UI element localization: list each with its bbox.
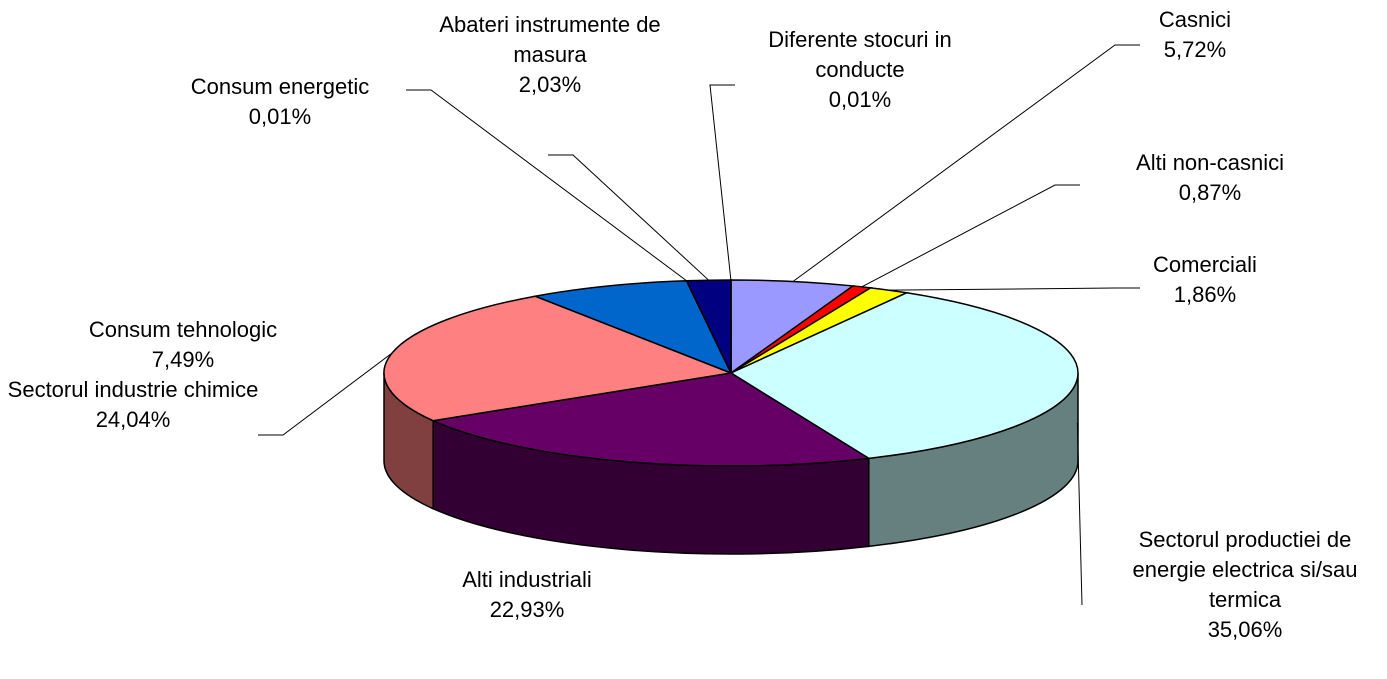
value-label: 24,04% xyxy=(95,407,171,432)
slice-label: Sectorul productiei de energie electrica… xyxy=(1100,525,1387,645)
slice-label: Abateri instrumente de masura 2,03% xyxy=(400,10,700,100)
leader-line xyxy=(861,184,1080,288)
category: Abateri instrumente de masura xyxy=(439,12,661,67)
slice xyxy=(532,280,733,375)
slice xyxy=(729,292,1079,460)
value-label: 5,72% xyxy=(1163,37,1227,62)
category: Comerciali xyxy=(1153,252,1257,277)
category: Alti industriali xyxy=(462,567,592,592)
category: Consum energetic xyxy=(190,74,370,99)
leader-line xyxy=(548,154,710,281)
value-label: 0,87% xyxy=(1178,180,1242,205)
slice xyxy=(430,372,872,467)
value-label: 1,86% xyxy=(1173,282,1237,307)
category: Sectorul productiei de energie electrica… xyxy=(1132,527,1358,612)
slice-label: Comerciali 1,86% xyxy=(1105,250,1305,310)
value-label: 2,03% xyxy=(518,72,582,97)
leader-line xyxy=(258,352,393,436)
category: Casnici xyxy=(1158,7,1232,32)
slice xyxy=(383,295,734,422)
category: Diferente stocuri in conducte xyxy=(768,27,952,82)
leader-line xyxy=(709,84,735,281)
slice-label: Consum energetic 0,01% xyxy=(140,72,420,132)
slice-label: Sectorul industrie chimice 24,04% xyxy=(3,375,263,435)
leader-line xyxy=(792,44,1140,282)
value-label: 7,49% xyxy=(151,347,215,372)
slice-label: Diferente stocuri in conducte 0,01% xyxy=(740,25,980,115)
value-label: 22,93% xyxy=(489,597,565,622)
category: Alti non-casnici xyxy=(1136,150,1284,175)
slice-label: Alti industriali 22,93% xyxy=(397,565,657,625)
leader-line xyxy=(1076,422,1083,606)
slice-label: Consum tehnologic 7,49% xyxy=(43,315,323,375)
value-label: 0,01% xyxy=(828,87,892,112)
slice xyxy=(730,279,856,375)
leader-line xyxy=(888,287,1140,291)
value-label: 35,06% xyxy=(1207,617,1283,642)
slice-label: Casnici 5,72% xyxy=(1095,5,1295,65)
leader-line xyxy=(406,89,687,282)
value-label: 0,01% xyxy=(248,104,312,129)
category: Sectorul industrie chimice xyxy=(7,377,259,402)
category: Consum tehnologic xyxy=(88,317,278,342)
slice-label: Alti non-casnici 0,87% xyxy=(1100,148,1320,208)
